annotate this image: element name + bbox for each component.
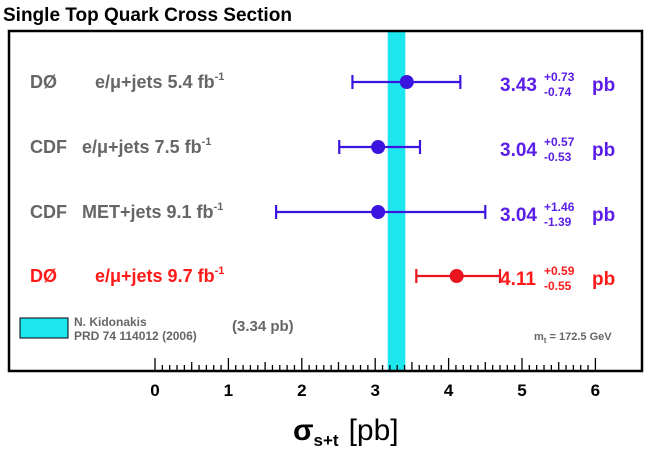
x-axis-label-sub: s+t	[314, 431, 339, 450]
value-label: 4.11	[500, 269, 536, 290]
legend-value: (3.34 pb)	[232, 318, 294, 335]
chart-title: Single Top Quark Cross Section	[3, 5, 292, 26]
value-label: 3.04	[500, 140, 537, 161]
mass-note: mt = 172.5 GeV	[534, 331, 612, 345]
legend-author: N. Kidonakis	[74, 315, 147, 329]
legend-swatch	[19, 317, 69, 339]
data-point	[371, 140, 386, 154]
x-tick-label: 6	[591, 381, 600, 400]
unit-label: pb	[592, 75, 615, 96]
luminosity-exponent: -1	[215, 71, 225, 83]
luminosity-exponent: -1	[215, 265, 225, 277]
experiment-name: DØ	[30, 72, 57, 92]
error-minus-label: -0.55	[544, 279, 572, 293]
error-plus-label: +0.57	[544, 135, 575, 149]
experiment-name: DØ	[30, 266, 57, 286]
experiment-label: CDF e/μ+jets 7.5 fb-1	[30, 136, 211, 157]
measurement-row: DØ e/μ+jets 5.4 fb-1 3.43 +0.73-0.74 pb	[30, 70, 615, 99]
plot-frame	[7, 29, 644, 373]
experiment-name: CDF	[30, 137, 67, 157]
error-plus-label: +0.59	[544, 264, 575, 278]
x-tick-label: 0	[150, 381, 159, 400]
x-tick-label: 4	[444, 381, 454, 400]
measurement-row: CDF MET+jets 9.1 fb-1 3.04 +1.46-1.39 pb	[30, 200, 615, 229]
x-tick-label: 2	[297, 381, 306, 400]
x-axis-label: σs+t [pb]	[293, 414, 399, 450]
error-plus-label: +1.46	[544, 200, 575, 214]
channel-name: e/μ+jets 9.7 fb	[95, 266, 215, 286]
value-label: 3.43	[500, 75, 537, 96]
mass-note-pre: m	[534, 331, 544, 343]
theory-band	[387, 31, 406, 371]
experiment-label: CDF MET+jets 9.1 fb-1	[30, 201, 223, 222]
error-minus-label: -1.39	[544, 215, 572, 229]
x-axis-label-unit: [pb]	[349, 414, 399, 447]
x-axis-label-main: σ	[293, 414, 314, 447]
mass-note-post: = 172.5 GeV	[546, 331, 612, 343]
luminosity-exponent: -1	[214, 201, 224, 213]
luminosity-exponent: -1	[202, 136, 212, 148]
experiment-label: DØ e/μ+jets 5.4 fb-1	[30, 71, 224, 92]
legend-reference: PRD 74 114012 (2006)	[74, 329, 197, 343]
error-minus-label: -0.53	[544, 150, 572, 164]
channel-name: MET+jets 9.1 fb	[82, 202, 214, 222]
channel-name: e/μ+jets 5.4 fb	[95, 72, 215, 92]
error-minus-label: -0.74	[544, 85, 572, 99]
x-tick-label: 5	[517, 381, 526, 400]
value-label: 3.04	[500, 205, 537, 226]
measurement-row: DØ e/μ+jets 9.7 fb-1 4.11 +0.59-0.55 pb	[30, 264, 615, 293]
unit-label: pb	[592, 205, 615, 226]
unit-label: pb	[592, 140, 615, 161]
channel-name: e/μ+jets 7.5 fb	[82, 137, 202, 157]
x-axis-ticks: 0 1 2 3 4 5 6	[150, 358, 600, 400]
error-plus-label: +0.73	[544, 70, 575, 84]
experiment-label: DØ e/μ+jets 9.7 fb-1	[30, 265, 224, 286]
mass-note-sub: t	[544, 336, 547, 345]
measurement-row: CDF e/μ+jets 7.5 fb-1 3.04 +0.57-0.53 pb	[30, 135, 615, 164]
experiment-name: CDF	[30, 202, 67, 222]
data-point	[371, 205, 386, 219]
unit-label: pb	[592, 269, 615, 290]
data-point	[449, 269, 464, 283]
x-tick-label: 3	[370, 381, 379, 400]
data-point	[399, 75, 414, 89]
x-tick-label: 1	[224, 381, 233, 400]
